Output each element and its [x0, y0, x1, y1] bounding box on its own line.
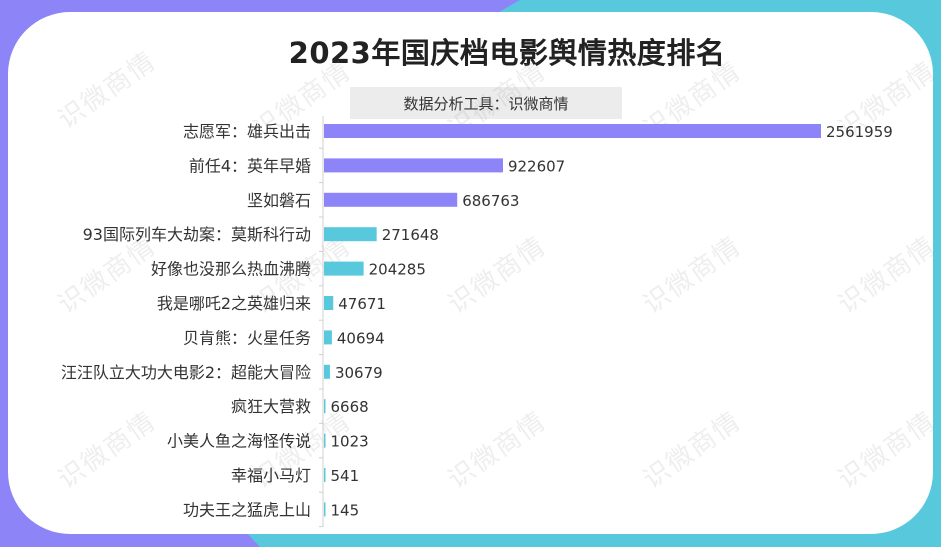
bar: [324, 502, 326, 517]
chart-title: 2023年国庆档电影舆情热度排名: [288, 36, 726, 70]
category-label: 93国际列车大劫案：莫斯科行动: [83, 225, 311, 244]
bar: [324, 192, 458, 207]
bar: [324, 330, 332, 345]
data-label: 271648: [382, 226, 439, 244]
bar: [324, 433, 326, 448]
category-label: 志愿军：雄兵出击: [183, 122, 311, 141]
data-label: 145: [331, 501, 360, 519]
bar: [324, 158, 503, 173]
category-label: 好像也没那么热血沸腾: [151, 260, 311, 279]
bar: [324, 364, 330, 379]
category-label: 坚如磐石: [247, 191, 311, 210]
data-label: 541: [331, 467, 360, 485]
bar: [324, 227, 377, 242]
category-label: 汪汪队立大功大电影2：超能大冒险: [61, 363, 311, 382]
bar: [324, 468, 326, 482]
bar: [324, 261, 364, 276]
category-label: 我是哪吒2之英雄归来: [157, 294, 311, 313]
chart-card: 2023年国庆档电影舆情热度排名 数据分析工具：识微商情: [8, 12, 933, 534]
category-label: 前任4：英年早婚: [189, 156, 311, 175]
data-label: 47671: [338, 295, 386, 313]
data-label: 1023: [331, 433, 369, 451]
data-label: 2561959: [826, 123, 893, 141]
data-label: 30679: [335, 364, 383, 382]
data-label: 6668: [331, 398, 369, 416]
category-label: 贝肯熊：火星任务: [183, 328, 311, 347]
data-label: 922607: [508, 157, 565, 175]
data-label: 686763: [462, 192, 519, 210]
category-label: 疯狂大营救: [231, 397, 311, 416]
category-label: 功夫王之猛虎上山: [183, 500, 311, 519]
data-label: 40694: [337, 329, 385, 347]
chart-subtitle: 数据分析工具：识微商情: [350, 87, 622, 119]
bar: [324, 399, 326, 414]
bar: [324, 296, 334, 310]
category-label: 幸福小马灯: [231, 466, 311, 485]
bar: [324, 124, 821, 138]
category-label: 小美人鱼之海怪传说: [167, 432, 311, 451]
data-label: 204285: [369, 261, 426, 279]
